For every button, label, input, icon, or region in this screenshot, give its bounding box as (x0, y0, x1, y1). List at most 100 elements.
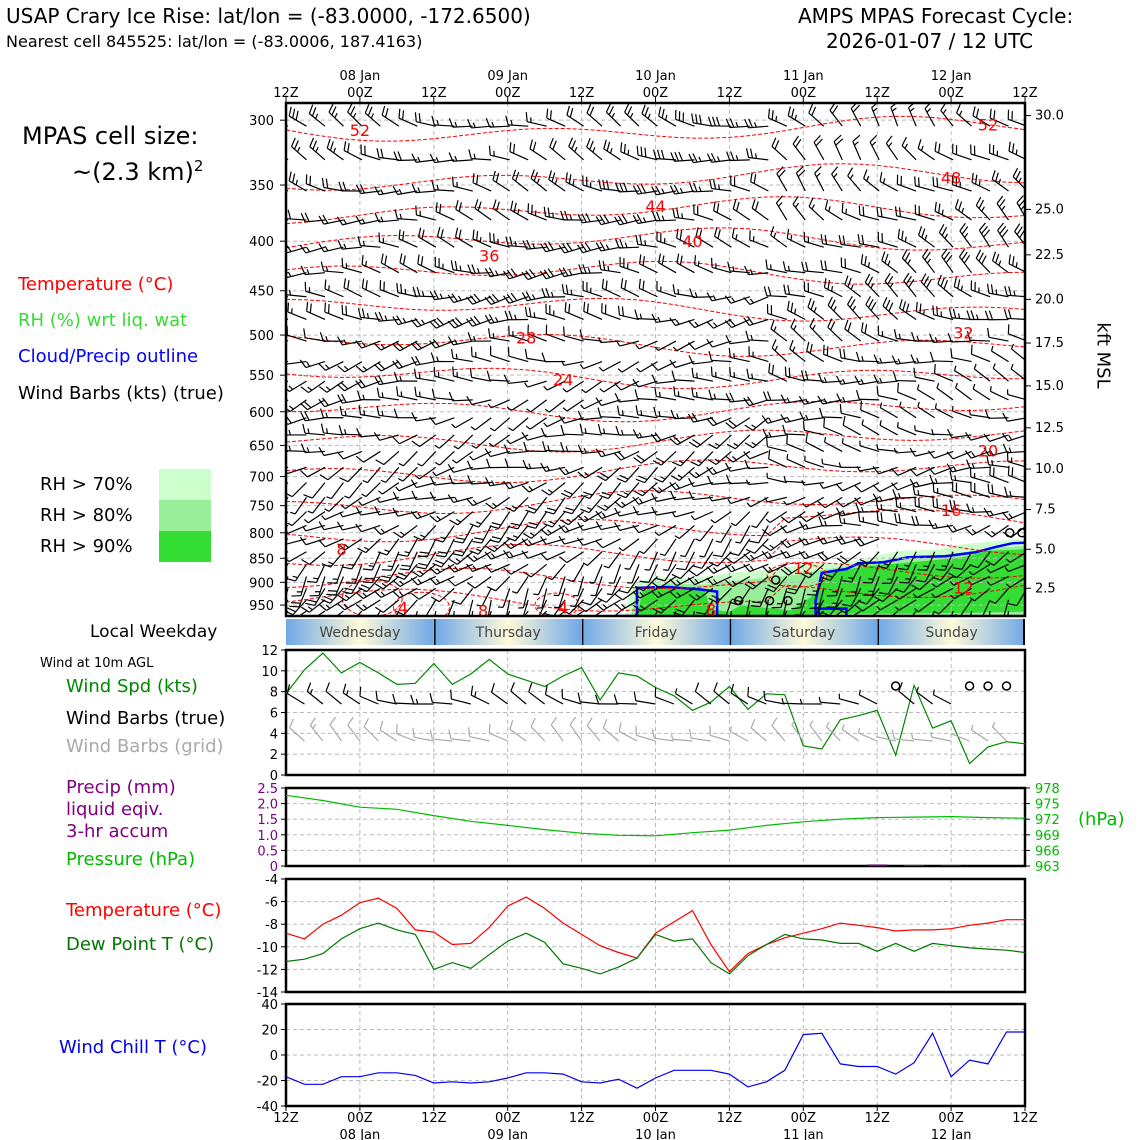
wind-barb-feather (312, 577, 319, 580)
wind-barb-feather (725, 557, 734, 564)
wind-barb-staff (640, 361, 658, 373)
wind-barb-feather (691, 113, 694, 123)
wind-barb-staff (731, 563, 751, 573)
wind-barb-feather (917, 139, 922, 149)
wind-barb-staff (362, 287, 381, 298)
wind-barb-feather (911, 733, 914, 740)
wind-barb-staff (729, 730, 749, 742)
panel-y-tick-label: 0 (270, 860, 278, 875)
wind-barb-staff (970, 466, 991, 470)
weekday-label: Saturday (772, 625, 835, 641)
wind-barb-feather (747, 580, 757, 588)
wind-barb-feather (547, 529, 552, 534)
wind-barb-feather (550, 716, 558, 726)
wind-barb-staff (450, 738, 471, 742)
wind-barb-staff (397, 496, 418, 501)
wind-barb-feather (852, 305, 857, 311)
wind-barb-feather (644, 147, 647, 158)
wind-barb-feather (617, 305, 621, 316)
wind-barb-feather (891, 107, 897, 112)
wind-barb-feather (916, 686, 919, 693)
wind-barb-feather (725, 334, 731, 344)
wind-barb-feather (271, 618, 275, 621)
wind-barb-feather (842, 235, 846, 246)
wind-barb-feather (560, 519, 569, 526)
wind-barb-staff (472, 238, 492, 248)
wind-barb-staff (452, 125, 473, 128)
wind-barb-staff (432, 701, 453, 705)
wind-barb-feather (828, 206, 831, 212)
wind-barb-feather (800, 572, 810, 579)
wind-barb-staff (365, 538, 381, 554)
wind-barb-staff (693, 213, 714, 221)
wind-barb-feather (595, 521, 602, 530)
wind-barb-feather (547, 207, 551, 218)
wind-barb-feather (494, 270, 499, 276)
wind-barb-feather (431, 180, 435, 190)
wind-barb-feather (365, 260, 368, 267)
wind-barb-staff (952, 524, 972, 533)
wind-barb-feather (801, 261, 805, 271)
wind-barb-staff (327, 466, 344, 481)
wind-barb-staff (568, 599, 585, 615)
wind-barb-feather (614, 593, 624, 601)
wind-barb-staff (323, 246, 344, 253)
wind-barb-staff (1007, 417, 1025, 422)
wind-barb-staff (490, 450, 510, 458)
wind-barb-feather (820, 234, 824, 244)
wind-barb-feather (574, 146, 578, 153)
wind-barb-staff (451, 698, 471, 705)
wind-barb-staff (694, 340, 714, 351)
wind-barb-feather (546, 108, 549, 119)
wind-barb-feather (696, 459, 703, 464)
wind-barb-feather (632, 429, 639, 439)
wind-barb-feather (799, 698, 803, 705)
wind-barb-feather (898, 401, 902, 407)
wind-barb-feather (947, 428, 953, 438)
wind-barb-staff (512, 178, 529, 192)
wind-barb-feather (529, 532, 535, 537)
wind-barb-feather (287, 302, 290, 313)
wind-barb-staff (639, 263, 658, 274)
wind-barb-feather (402, 317, 407, 323)
wind-barb-feather (509, 236, 513, 247)
wind-barb-feather (762, 428, 768, 438)
wind-barb-feather (318, 215, 325, 225)
wind-barb-staff (890, 107, 899, 127)
wind-barb-feather (467, 264, 472, 274)
wind-barb-feather (940, 277, 945, 287)
wind-barb-feather (485, 546, 495, 553)
wind-barb-feather (916, 384, 920, 390)
wind-barb-staff (509, 434, 529, 445)
wind-barb-feather (602, 428, 606, 434)
wind-barb-feather (805, 539, 810, 545)
wind-barb-staff (844, 328, 862, 342)
wind-barb-feather (747, 316, 754, 325)
wind-barb-feather (361, 342, 366, 348)
wind-barb-feather (278, 179, 280, 184)
wind-barb-staff (371, 551, 381, 571)
wind-barb-staff (809, 326, 825, 342)
wind-barb-feather (496, 201, 500, 212)
wind-barb-feather (508, 310, 513, 320)
wind-barb-feather (895, 497, 898, 507)
wind-barb-feather (677, 474, 683, 479)
wind-barb-feather (658, 411, 661, 417)
wind-barb-feather (306, 682, 312, 692)
wind-barb-feather (491, 553, 496, 559)
wind-barb-staff (455, 417, 474, 429)
wind-barb-staff (453, 296, 473, 304)
wind-barb-staff (621, 361, 640, 373)
wind-barb-feather (879, 420, 882, 426)
wind-barb-feather (336, 451, 344, 460)
wind-barb-staff (380, 340, 400, 351)
wind-barb-staff (361, 153, 381, 161)
wind-barb-staff (452, 357, 473, 363)
wind-barb-feather (524, 382, 529, 388)
wind-barb-staff (498, 511, 511, 529)
wind-barb-staff (583, 361, 603, 370)
wind-barb-staff (861, 331, 880, 342)
time-tick-label-bottom: 00Z (347, 1111, 373, 1126)
wind-barb-staff (638, 380, 658, 388)
wind-barb-feather (743, 317, 750, 326)
